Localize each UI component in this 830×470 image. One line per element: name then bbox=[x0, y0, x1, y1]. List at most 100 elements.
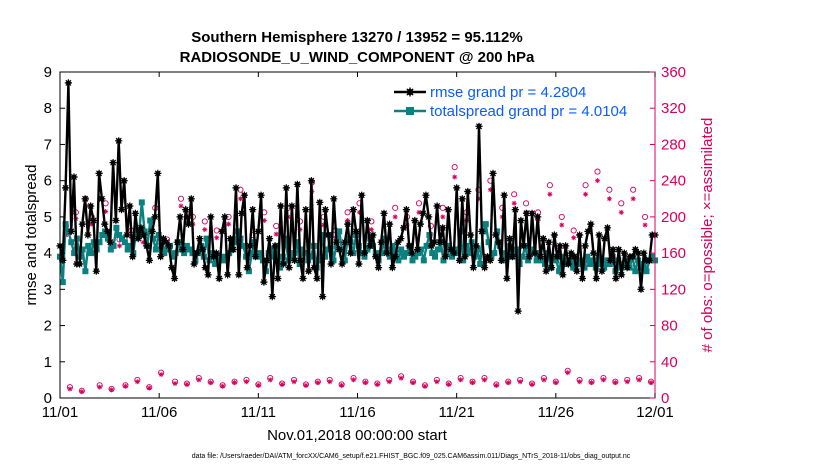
totalspread-point bbox=[511, 250, 517, 257]
rmse-point bbox=[238, 209, 246, 217]
obs-assimilated-point bbox=[226, 221, 232, 227]
rmse-point bbox=[439, 224, 447, 232]
obs-assimilated-point bbox=[261, 218, 267, 224]
totalspread-point bbox=[584, 253, 591, 260]
rmse-point bbox=[492, 231, 500, 239]
rmse-point bbox=[374, 264, 383, 272]
obs-assimilated-point bbox=[103, 208, 109, 214]
rmse-point bbox=[377, 238, 385, 246]
obs-assimilated-point bbox=[267, 377, 273, 383]
rmse-point bbox=[486, 256, 494, 264]
rmse-point bbox=[453, 184, 461, 192]
rmse-point bbox=[497, 256, 505, 264]
totalspread-point bbox=[494, 228, 501, 235]
obs-assimilated-point bbox=[594, 178, 600, 184]
totalspread-point bbox=[62, 221, 69, 228]
rmse-point bbox=[349, 206, 357, 214]
obs-assimilated-point bbox=[374, 381, 380, 387]
right-tick-label: 40 bbox=[661, 354, 678, 371]
obs-assimilated-point bbox=[291, 379, 297, 385]
totalspread-point bbox=[491, 250, 498, 257]
x-tick-label: 11/01 bbox=[42, 404, 78, 421]
rmse-point bbox=[196, 235, 204, 243]
totalspread-point bbox=[336, 228, 343, 235]
obs-assimilated-point bbox=[122, 383, 128, 389]
rmse-point bbox=[232, 184, 240, 192]
obs-possible-point bbox=[642, 213, 649, 220]
right-tick-label: 320 bbox=[661, 100, 686, 117]
rmse-point bbox=[531, 249, 539, 257]
chart-subtitle: RADIOSONDE_U_WIND_COMPONENT @ 200 hPa bbox=[180, 49, 535, 66]
totalspread-point bbox=[361, 253, 368, 260]
rmse-point bbox=[109, 159, 117, 167]
obs-possible-point bbox=[582, 182, 589, 189]
totalspread-point bbox=[138, 199, 145, 206]
rmse-point bbox=[75, 260, 84, 268]
obs-assimilated-point bbox=[541, 377, 547, 383]
rmse-point bbox=[539, 235, 547, 243]
rmse-point bbox=[587, 220, 595, 228]
y-axis-label: rmse and totalspread bbox=[23, 165, 40, 306]
totalspread-point bbox=[308, 253, 314, 260]
rmse-point bbox=[187, 195, 195, 203]
totalspread-point bbox=[556, 268, 563, 275]
rmse-point bbox=[542, 267, 550, 275]
rmse-point bbox=[182, 206, 190, 214]
right-tick-label: 80 bbox=[661, 318, 678, 335]
rmse-point bbox=[458, 195, 466, 203]
totalspread-point bbox=[245, 268, 252, 275]
x-axis-ticks: 11/01 11/06 11/11 11/16 11/21 11/26 12/01 bbox=[42, 72, 674, 421]
totalspread-point bbox=[324, 246, 331, 253]
obs-assimilated-point bbox=[273, 231, 279, 237]
rmse-point bbox=[444, 206, 452, 214]
totalspread-point bbox=[389, 242, 396, 249]
obs-assimilated-point bbox=[339, 382, 345, 388]
rmse-point bbox=[218, 227, 226, 235]
rmse-point bbox=[201, 264, 209, 272]
rmse-point bbox=[319, 293, 327, 301]
rmse-point bbox=[78, 220, 86, 228]
rmse-point bbox=[212, 249, 220, 257]
obs-possible-point bbox=[415, 200, 423, 207]
obs-assimilated-point bbox=[446, 381, 452, 387]
rmse-point bbox=[285, 264, 293, 272]
x-tick-label: 11/06 bbox=[141, 404, 177, 421]
totalspread-point bbox=[412, 253, 419, 260]
obs-assimilated-point bbox=[232, 380, 238, 386]
rmse-point bbox=[170, 274, 179, 283]
obs-assimilated-point bbox=[606, 196, 612, 202]
rmse-point bbox=[380, 209, 388, 217]
totalspread-point bbox=[124, 246, 131, 253]
rmse-point bbox=[528, 209, 536, 217]
obs-possible-point bbox=[618, 200, 625, 207]
obs-possible-point bbox=[570, 227, 577, 234]
y-tick-label: 9 bbox=[44, 64, 52, 81]
rmse-point bbox=[620, 249, 628, 257]
obs-possible-point bbox=[177, 195, 185, 202]
rmse-point bbox=[190, 260, 198, 268]
rmse-series bbox=[56, 79, 659, 315]
obs-assimilated-point bbox=[146, 385, 152, 391]
totalspread-point bbox=[378, 250, 385, 257]
rmse-point bbox=[137, 224, 145, 232]
rmse-point bbox=[224, 271, 232, 279]
rmse-point bbox=[369, 231, 377, 239]
rmse-point bbox=[617, 271, 626, 279]
obs-assimilated-point bbox=[386, 379, 392, 385]
rmse-point bbox=[274, 274, 282, 283]
rmse-point bbox=[173, 238, 181, 246]
rmse-point bbox=[640, 249, 648, 257]
rmse-point bbox=[235, 271, 243, 279]
right-tick-label: 120 bbox=[661, 281, 686, 298]
rmse-point bbox=[263, 256, 271, 264]
rmse-point bbox=[243, 264, 251, 272]
totalspread-point bbox=[257, 250, 264, 257]
x-tick-label: 12/01 bbox=[636, 404, 674, 421]
obs-assimilated-point bbox=[422, 383, 428, 389]
totalspread-point bbox=[212, 261, 219, 267]
totalspread-point bbox=[110, 242, 117, 249]
rmse-point bbox=[411, 216, 419, 225]
rmse-point bbox=[609, 245, 617, 254]
rmse-point bbox=[469, 264, 477, 272]
rmse-point bbox=[251, 253, 260, 261]
